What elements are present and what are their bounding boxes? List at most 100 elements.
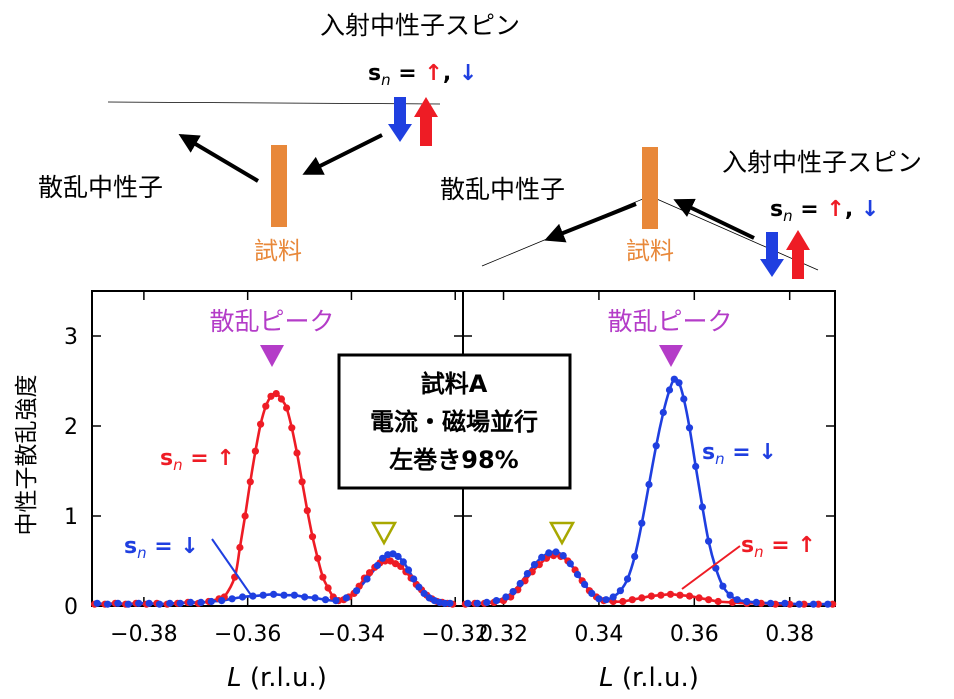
data-point-right-up bbox=[676, 591, 684, 599]
info-box-frame bbox=[337, 353, 572, 490]
y-axis-label: 中性子散乱強度 bbox=[14, 375, 40, 536]
data-point-right-up bbox=[628, 596, 636, 604]
scattered-label-right: 散乱中性子 bbox=[440, 175, 565, 204]
data-point-left-up bbox=[251, 447, 259, 455]
legend-down-left: sn = ↓ bbox=[124, 534, 199, 562]
incident-spin-title-right: 入射中性子スピン bbox=[722, 148, 922, 177]
data-point-left-up bbox=[288, 424, 296, 432]
data-point-right-down bbox=[588, 589, 596, 598]
data-point-left-down bbox=[394, 552, 402, 561]
peak-marker-open-left bbox=[370, 521, 398, 546]
scattered-arrow-right bbox=[544, 202, 637, 243]
x-tick-label-left: −0.38 bbox=[110, 622, 177, 647]
data-point-right-down bbox=[483, 598, 491, 607]
data-point-left-up bbox=[257, 420, 265, 428]
data-point-left-down bbox=[373, 561, 381, 570]
data-point-left-up bbox=[246, 478, 254, 486]
data-point-left-down bbox=[155, 600, 164, 608]
data-point-right-down bbox=[609, 593, 617, 601]
data-point-right-down bbox=[698, 503, 707, 511]
data-point-right-down bbox=[581, 580, 589, 589]
data-point-left-down bbox=[311, 594, 319, 602]
data-point-right-up bbox=[705, 596, 713, 604]
data-point-right-down bbox=[719, 582, 727, 590]
sample-bar-left bbox=[271, 145, 287, 227]
data-point-left-up bbox=[283, 404, 291, 412]
spin-arrows-right bbox=[760, 230, 810, 279]
data-point-right-down bbox=[781, 599, 789, 607]
data-point-right-down bbox=[752, 598, 760, 607]
data-point-left-up bbox=[236, 543, 244, 552]
data-point-right-down bbox=[523, 570, 532, 578]
data-point-left-down bbox=[321, 596, 330, 604]
data-point-left-down bbox=[166, 599, 174, 607]
data-point-right-down bbox=[685, 424, 694, 432]
data-point-left-down bbox=[404, 566, 413, 574]
data-point-right-down bbox=[545, 549, 553, 557]
data-point-left-down bbox=[420, 589, 428, 598]
data-point-left-down bbox=[290, 591, 298, 599]
data-point-right-down bbox=[631, 552, 639, 561]
peak-marker-filled-right bbox=[659, 345, 683, 367]
data-point-left-down bbox=[124, 600, 132, 608]
data-point-right-down bbox=[767, 599, 775, 607]
incident-arrow-right bbox=[673, 198, 755, 240]
data-point-left-down bbox=[270, 590, 278, 598]
data-point-right-down bbox=[733, 596, 741, 604]
data-point-right-down bbox=[516, 579, 524, 588]
data-point-left-down bbox=[379, 554, 387, 562]
data-point-left-down bbox=[399, 558, 407, 566]
data-point-right-down bbox=[538, 553, 546, 562]
data-point-left-down bbox=[353, 587, 361, 595]
data-point-left-down bbox=[197, 598, 205, 607]
x-tick-label-right: 0.34 bbox=[574, 622, 623, 647]
spin-up-arrow-icon bbox=[786, 230, 810, 279]
data-point-left-down bbox=[135, 599, 143, 607]
peak-label-right: 散乱ピーク bbox=[607, 307, 732, 336]
data-point-left-down bbox=[114, 599, 122, 607]
data-point-right-down bbox=[502, 593, 510, 601]
data-point-left-up bbox=[303, 507, 311, 515]
data-point-left-up bbox=[298, 478, 306, 486]
spin-up-symbol-left: ↑ bbox=[424, 61, 442, 86]
peak-marker-filled-left bbox=[260, 345, 284, 367]
x-tick-label-left: −0.34 bbox=[318, 622, 385, 647]
legend-down-right: sn = ↓ bbox=[702, 440, 777, 468]
data-point-right-down bbox=[566, 560, 574, 568]
data-point-right-down bbox=[645, 480, 653, 489]
info-box-sample: 試料A bbox=[421, 370, 488, 398]
info-box: 試料A 電流・磁場並行 左巻き98% bbox=[337, 353, 572, 490]
spin-down-arrow-icon bbox=[388, 97, 412, 142]
data-point-right-down bbox=[573, 570, 582, 579]
spin-down-arrow-icon bbox=[760, 232, 784, 277]
data-point-left-down bbox=[363, 575, 371, 583]
data-point-right-down bbox=[809, 600, 818, 608]
data-point-right-down bbox=[824, 600, 832, 608]
data-point-right-up bbox=[685, 592, 694, 600]
data-point-right-up bbox=[666, 590, 675, 598]
data-point-left-up bbox=[272, 390, 280, 398]
data-points bbox=[91, 375, 837, 608]
data-point-right-up bbox=[695, 594, 703, 602]
data-point-left-up bbox=[262, 402, 270, 410]
data-point-right-down bbox=[743, 597, 751, 606]
data-point-left-down bbox=[176, 599, 184, 607]
data-point-left-down bbox=[145, 599, 153, 607]
data-point-left-down bbox=[415, 583, 423, 591]
x-tick-label-left: −0.32 bbox=[422, 622, 489, 647]
data-point-right-down bbox=[692, 462, 700, 471]
spin-down-symbol-right: ↓ bbox=[861, 197, 879, 222]
data-point-right-down bbox=[559, 552, 567, 560]
y-tick-label: 0 bbox=[64, 595, 78, 620]
data-point-left-down bbox=[441, 599, 449, 607]
data-point-right-down bbox=[680, 395, 688, 403]
data-point-left-down bbox=[207, 597, 215, 606]
data-point-right-down bbox=[623, 575, 632, 583]
data-point-left-down bbox=[280, 591, 288, 599]
info-box-chirality: 左巻き98% bbox=[389, 446, 518, 474]
data-point-left-down bbox=[238, 593, 247, 601]
beam-line-left bbox=[107, 101, 441, 105]
data-point-right-down bbox=[652, 442, 660, 450]
spin-up-symbol-right: ↑ bbox=[826, 197, 844, 222]
